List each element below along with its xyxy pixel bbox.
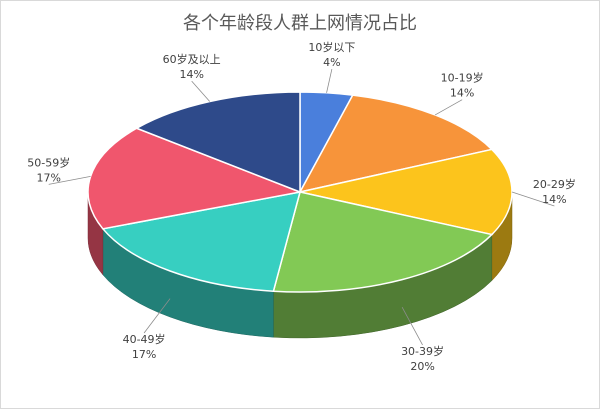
slice-tops (87, 91, 513, 293)
data-label-value: 14% (450, 87, 474, 100)
chart-title: 各个年龄段人群上网情况占比 (183, 13, 417, 34)
data-label-value: 17% (37, 171, 61, 184)
leader-line (434, 99, 463, 116)
labels: 10岁以下 4% 10-19岁 14% 20-29岁 14% 30-39岁 20% 40-49岁… (27, 40, 576, 373)
data-label-value: 17% (132, 348, 156, 361)
data-label-name: 40-49岁 (123, 332, 166, 346)
slice-sides (87, 191, 513, 339)
leader-line (48, 175, 91, 185)
data-label-value: 20% (410, 360, 434, 373)
data-label-name: 10-19岁 (441, 71, 484, 85)
data-label-name: 60岁及以上 (163, 52, 221, 66)
slice (272, 191, 494, 293)
slice (101, 191, 302, 292)
slice (87, 127, 303, 230)
leader-line (511, 191, 555, 207)
leader-line (401, 307, 423, 346)
leader-line (326, 69, 333, 93)
data-label-name: 30-39岁 (401, 344, 444, 358)
data-label-name: 20-29岁 (533, 177, 576, 191)
data-label-name: 10岁以下 (308, 40, 355, 54)
slice (298, 94, 494, 194)
leader-line (143, 298, 171, 334)
slice (299, 148, 513, 236)
data-label-name: 50-59岁 (27, 155, 70, 169)
data-label-value: 14% (179, 68, 203, 81)
data-label-value: 14% (542, 193, 566, 206)
leader-line (191, 80, 211, 102)
data-label-value: 4% (323, 56, 340, 69)
